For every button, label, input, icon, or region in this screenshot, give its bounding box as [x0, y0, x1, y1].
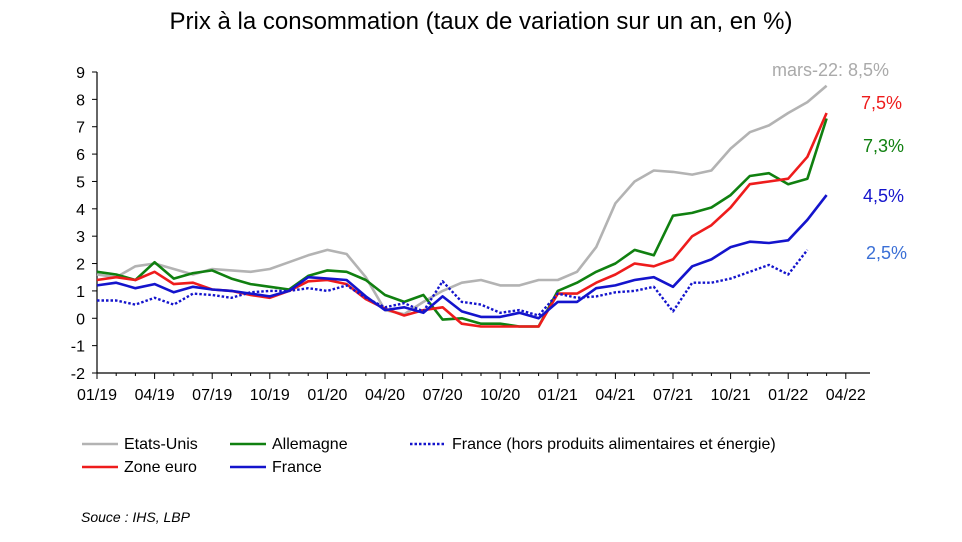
y-tick-label: 2: [76, 257, 85, 274]
legend-label: Allemagne: [272, 436, 348, 453]
series-line: [96, 112, 828, 328]
x-tick-label: 04/21: [595, 387, 635, 404]
y-tick-label: 8: [76, 92, 85, 109]
end-labels: mars-22: 8,5% 7,5% 7,3% 4,5% 2,5%: [772, 60, 907, 263]
y-tick-label: 0: [76, 311, 85, 328]
y-tick-label: 5: [76, 174, 85, 191]
series-lines: [96, 84, 828, 328]
x-tick-label: 07/19: [192, 387, 232, 404]
x-tick-label: 07/20: [423, 387, 463, 404]
x-tick-label: 04/20: [365, 387, 405, 404]
legend-label: France (hors produits alimentaires et én…: [452, 436, 776, 453]
x-tick-label: 10/20: [480, 387, 520, 404]
end-label: 7,3%: [863, 136, 904, 156]
legend-item: France: [230, 459, 322, 476]
y-tick-label: 1: [76, 284, 85, 301]
axes: 9 8 7 6 5 4 3 2 1 0 -1 -2 01/19 04/19 07/19 10/19 01/20 0…: [71, 65, 870, 404]
end-label: mars-22: 8,5%: [772, 60, 889, 80]
legend-item: France (hors produits alimentaires et én…: [410, 436, 776, 453]
x-tick-label: 10/19: [250, 387, 290, 404]
y-tick-label: 7: [76, 120, 85, 137]
legend-label: Etats-Unis: [124, 436, 198, 453]
series-line: [96, 84, 828, 316]
x-tick-label: 04/19: [135, 387, 175, 404]
series-line: [97, 249, 809, 317]
legend-label: France: [272, 459, 322, 476]
legend: Etats-Unis Allemagne Zone euro France France…: [82, 436, 776, 476]
series-line: [96, 194, 828, 320]
y-tick-label: 3: [76, 229, 85, 246]
x-tick-label: 07/21: [653, 387, 693, 404]
y-tick-label: 9: [76, 65, 85, 82]
x-tick-label: 04/22: [826, 387, 866, 404]
x-tick-label: 01/19: [77, 387, 117, 404]
end-label: 4,5%: [863, 186, 904, 206]
x-tick-label: 01/20: [307, 387, 347, 404]
x-tick-label: 10/21: [711, 387, 751, 404]
x-tick-label: 01/21: [538, 387, 578, 404]
source-note: Souce : IHS, LBP: [81, 509, 190, 525]
end-label: 7,5%: [861, 93, 902, 113]
x-tick-label: 01/22: [768, 387, 808, 404]
legend-item: Allemagne: [230, 436, 348, 453]
y-tick-label: 6: [76, 147, 85, 164]
legend-item: Zone euro: [82, 459, 197, 476]
series-line: [96, 118, 828, 328]
y-tick-label: -2: [71, 366, 85, 383]
chart-title: Prix à la consommation (taux de variatio…: [169, 8, 793, 35]
y-tick-label: -1: [71, 339, 85, 356]
legend-item: Etats-Unis: [82, 436, 198, 453]
legend-label: Zone euro: [124, 459, 197, 476]
end-label: 2,5%: [866, 243, 907, 263]
y-tick-label: 4: [76, 202, 85, 219]
